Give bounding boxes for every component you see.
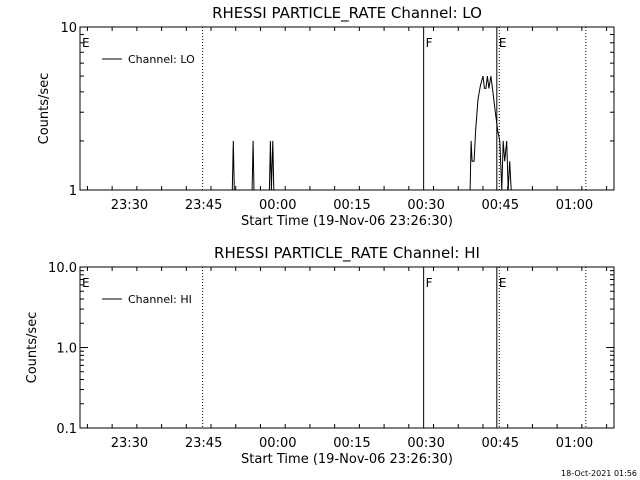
panel-2-legend-label: Channel: HI — [128, 293, 192, 306]
panel-1-x-tick-label: 23:45 — [185, 198, 222, 213]
panel-1-x-tick-label: 01:00 — [556, 198, 593, 213]
panel-2-x-tick-label: 01:00 — [556, 436, 593, 451]
panel-1-title: RHESSI PARTICLE_RATE Channel: LO — [212, 4, 482, 23]
panel-2-y-tick-label: 0.1 — [56, 422, 77, 437]
panel-2-title: RHESSI PARTICLE_RATE Channel: HI — [214, 244, 480, 263]
panel-1-x-tick-label: 00:00 — [259, 198, 296, 213]
panel-1-x-tick-label: 00:15 — [333, 198, 370, 213]
panel-1-legend-label: Channel: LO — [128, 53, 195, 66]
panel-1-series-line — [231, 75, 512, 191]
panel-2-y-axis-label: Counts/sec — [25, 312, 40, 384]
panel-2-x-tick-label: 00:15 — [333, 436, 370, 451]
panel-2-x-tick-label: 23:30 — [111, 436, 148, 451]
panel-1-x-tick-label: 00:45 — [482, 198, 519, 213]
panel-2-plot-frame — [79, 266, 615, 429]
panel-1-y-tick-label: 1 — [69, 184, 77, 199]
panel-1-x-tick-label: 00:30 — [407, 198, 444, 213]
panel-2-y-tick-label: 10.0 — [48, 261, 77, 276]
panel-1-marker-label: E — [82, 36, 90, 50]
panel-1-marker-label: E — [499, 36, 507, 50]
panel-1-y-axis-label: Counts/sec — [37, 73, 52, 145]
panel-1-y-tick-label: 10 — [60, 21, 77, 36]
panel-1-x-axis-label: Start Time (19-Nov-06 23:26:30) — [241, 214, 453, 229]
panel-2-marker-label: E — [82, 276, 90, 290]
panel-2-marker-label: E — [499, 276, 507, 290]
panel-2-x-tick-label: 00:30 — [407, 436, 444, 451]
panel-2-y-tick-label: 1.0 — [56, 342, 77, 357]
panel-1-plot-frame — [79, 26, 615, 191]
panel-2-x-axis-label: Start Time (19-Nov-06 23:26:30) — [241, 452, 453, 467]
panel-2-x-tick-label: 00:45 — [482, 436, 519, 451]
panel-1-x-tick-label: 23:30 — [111, 198, 148, 213]
panel-2-x-tick-label: 23:45 — [185, 436, 222, 451]
footer-timestamp: 18-Oct-2021 01:56 — [561, 469, 637, 478]
panel-2-marker-label: F — [426, 276, 433, 290]
panel-1-marker-label: F — [426, 36, 433, 50]
panel-2-x-tick-label: 00:00 — [259, 436, 296, 451]
